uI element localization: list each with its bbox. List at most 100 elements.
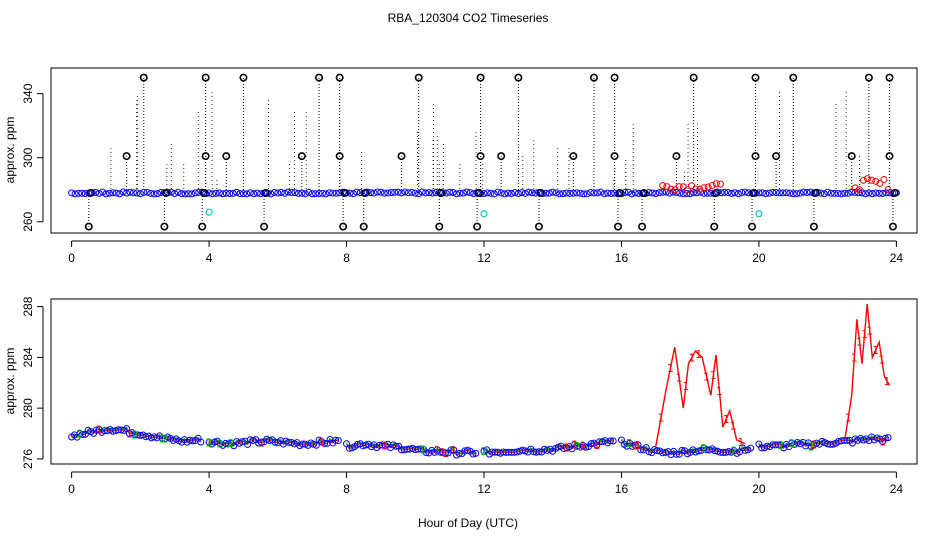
spike-point [809, 222, 818, 231]
series-marker: 1 [808, 440, 815, 453]
data-point [281, 189, 289, 197]
top-x-axis: 0 4 8 12 16 20 24 [68, 240, 903, 265]
data-point [334, 437, 342, 445]
data-point [102, 190, 110, 198]
data-point [769, 188, 777, 196]
data-point [666, 189, 674, 197]
data-point [505, 448, 513, 456]
spike-point [86, 188, 95, 197]
data-point [824, 188, 832, 196]
data-point [721, 188, 729, 196]
data-point [239, 190, 247, 198]
data-point [779, 189, 787, 197]
data-point-red [855, 186, 863, 194]
data-point [353, 188, 361, 196]
spike-point [638, 222, 647, 231]
spike-point [514, 73, 523, 82]
spike-point [811, 188, 820, 197]
data-point [590, 189, 598, 197]
data-point [580, 190, 588, 198]
spike-point [885, 152, 894, 161]
data-point-red [683, 186, 691, 194]
series-marker: 1 [632, 439, 639, 452]
data-point [542, 189, 550, 197]
data-point [529, 448, 537, 456]
data-point [233, 188, 241, 196]
data-point [126, 188, 134, 196]
bottom-y-axis: 276 280 284 288 [21, 296, 44, 469]
data-point [631, 441, 639, 449]
spike-point [361, 188, 370, 197]
data-point [74, 189, 82, 197]
data-point [502, 448, 510, 456]
data-point [243, 190, 251, 198]
series-marker: 1 [563, 442, 570, 455]
data-point [277, 188, 285, 196]
peak-line-red [844, 304, 891, 440]
data-point [738, 189, 746, 197]
data-point [655, 189, 663, 197]
data-point [178, 190, 186, 198]
bottom-plot-frame [50, 298, 918, 465]
data-point [652, 189, 660, 197]
data-point [284, 188, 292, 196]
data-point [456, 189, 464, 197]
data-point [483, 189, 491, 197]
data-point [611, 189, 619, 197]
series-marker: 2 [162, 433, 169, 446]
spike-point [315, 73, 324, 82]
data-point [741, 188, 749, 196]
data-point [367, 189, 375, 197]
data-point [321, 439, 329, 447]
x-tick-label: 12 [477, 251, 491, 265]
data-point [140, 188, 148, 196]
data-point [71, 190, 79, 198]
chart-title: RBA_120304 CO2 Timeseries [388, 11, 549, 25]
data-point-red [704, 183, 712, 191]
data-point [222, 189, 230, 197]
data-point [597, 188, 605, 196]
data-point [459, 189, 467, 197]
data-point [827, 189, 835, 197]
data-point [428, 189, 436, 197]
data-point [645, 189, 653, 197]
data-point [105, 189, 113, 197]
data-point [336, 189, 344, 197]
series-marker: 2 [228, 437, 235, 450]
spike-point [198, 222, 207, 231]
data-point [453, 190, 461, 198]
data-point [404, 189, 412, 197]
data-point [288, 189, 296, 197]
data-point [566, 189, 574, 197]
peak-marker: 1 [737, 436, 744, 449]
data-point [504, 189, 512, 197]
data-point [734, 190, 742, 198]
data-point [136, 190, 144, 198]
data-point [174, 188, 182, 196]
x-tick-label: 0 [68, 482, 75, 496]
data-point [659, 188, 667, 196]
data-point [195, 188, 203, 196]
data-point [92, 188, 100, 196]
peak-marker: 1 [883, 375, 890, 388]
spike-point [672, 152, 681, 161]
data-point [648, 189, 656, 197]
x-tick-label: 16 [615, 482, 629, 496]
x-tick-label: 12 [477, 482, 491, 496]
data-point [731, 189, 739, 197]
series-marker: 2 [731, 445, 738, 458]
data-point-red [716, 180, 724, 188]
data-point [679, 190, 687, 198]
data-point [848, 188, 856, 196]
data-point [624, 188, 632, 196]
series-marker: 1 [571, 438, 578, 451]
spike-point [139, 73, 148, 82]
spike-point [437, 188, 446, 197]
peak-marker: 1 [730, 419, 737, 432]
data-point [109, 189, 117, 197]
data-point [373, 188, 381, 196]
data-point [463, 188, 471, 196]
spike-point [474, 188, 483, 197]
